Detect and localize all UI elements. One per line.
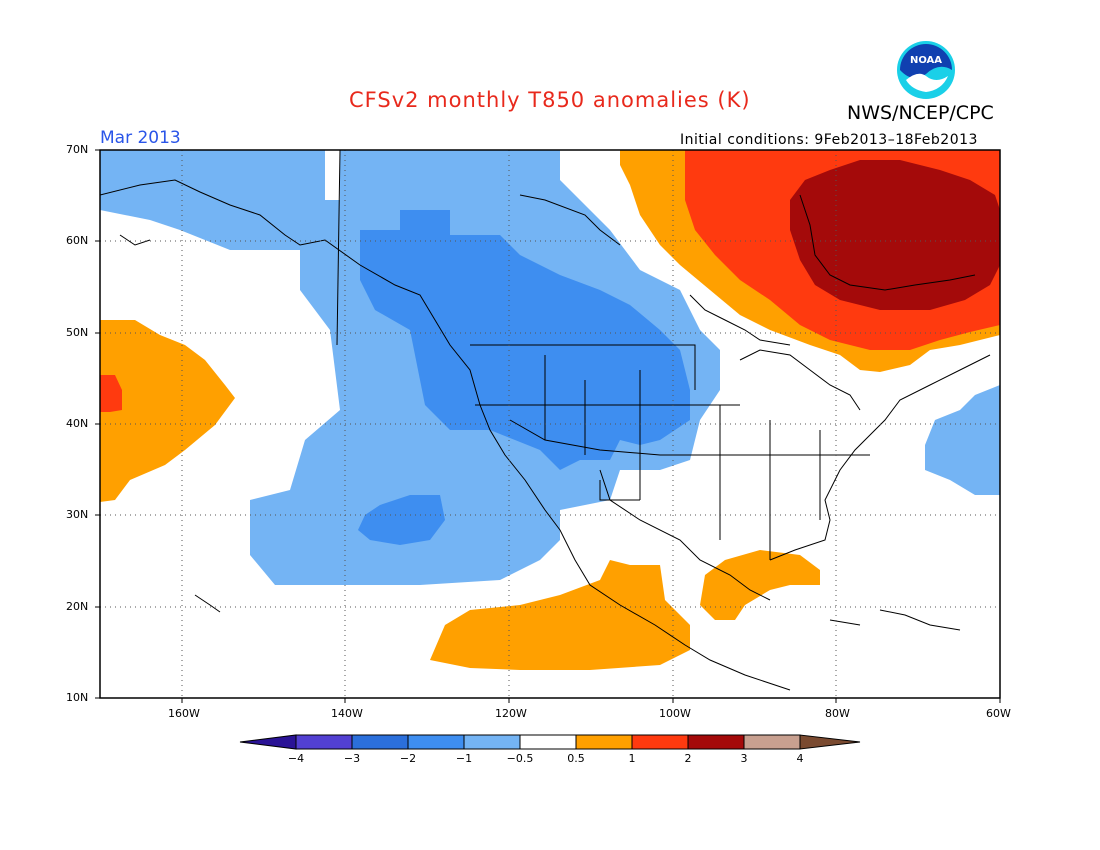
- colorbar-cell-0: [239, 734, 297, 750]
- anomaly-region-orange-mexico: [430, 560, 690, 670]
- colorbar-label: −2: [399, 752, 417, 765]
- initial-conditions: Initial conditions: 9Feb2013–18Feb2013: [680, 132, 978, 148]
- colorbar-label: 2: [684, 752, 692, 765]
- colorbar-label: 0.5: [567, 752, 585, 765]
- colorbar-cell-1: [295, 734, 353, 750]
- lat-label-10n: 10N: [66, 691, 89, 704]
- lon-label-160w: 160W: [168, 707, 200, 720]
- lon-label-140w: 140W: [331, 707, 363, 720]
- colorbar-cell-2: [351, 734, 409, 750]
- anomaly-region-red-pacific: [100, 375, 122, 412]
- anomaly-region-orange-pacific: [100, 320, 235, 502]
- anomaly-region-light-blue-pacific: [100, 150, 720, 585]
- colorbar-label: −3: [343, 752, 361, 765]
- lon-label-60w: 60W: [986, 707, 1011, 720]
- colorbar-cell-7: [631, 734, 689, 750]
- colorbar-cell-6: [575, 734, 633, 750]
- graticule: [100, 150, 1000, 698]
- lat-label-30n: 30N: [66, 508, 89, 521]
- colorbar-cell-9: [743, 734, 801, 750]
- map-title: CFSv2 monthly T850 anomalies (K): [349, 88, 751, 112]
- colorbar-label: 3: [740, 752, 748, 765]
- anomaly-region-medium-blue-pacific: [358, 495, 445, 545]
- lat-label-50n: 50N: [66, 326, 89, 339]
- colorbar-cell-3: [407, 734, 465, 750]
- anomaly-region-dark-red-canada: [790, 160, 1000, 310]
- coastlines: [100, 150, 991, 691]
- lon-label-120w: 120W: [495, 707, 527, 720]
- colorbar-label: −4: [287, 752, 305, 765]
- colorbar-label: −1: [455, 752, 473, 765]
- colorbar-label: −0.5: [506, 752, 534, 765]
- lat-label-40n: 40N: [66, 417, 89, 430]
- svg-text:NOAA: NOAA: [910, 55, 942, 66]
- anomaly-region-light-blue-atlantic: [925, 385, 1000, 495]
- colorbar-cell-5: [519, 734, 577, 750]
- lon-label-80w: 80W: [825, 707, 850, 720]
- anomaly-region-orange-gulf: [700, 550, 820, 620]
- colorbar-cell-10: [799, 734, 861, 750]
- forecast-month: Mar 2013: [100, 128, 181, 148]
- lon-label-100w: 100W: [659, 707, 691, 720]
- lat-label-20n: 20N: [66, 600, 89, 613]
- axis-ticks: [95, 149, 1001, 703]
- noaa-logo: NOAA: [897, 41, 955, 99]
- lat-label-70n: 70N: [66, 143, 89, 156]
- colorbar-cell-8: [687, 734, 745, 750]
- colorbar-cell-4: [463, 734, 521, 750]
- org-label: NWS/NCEP/CPC: [847, 102, 994, 124]
- lat-label-60n: 60N: [66, 234, 89, 247]
- colorbar-label: 1: [628, 752, 636, 765]
- colorbar-label: 4: [796, 752, 804, 765]
